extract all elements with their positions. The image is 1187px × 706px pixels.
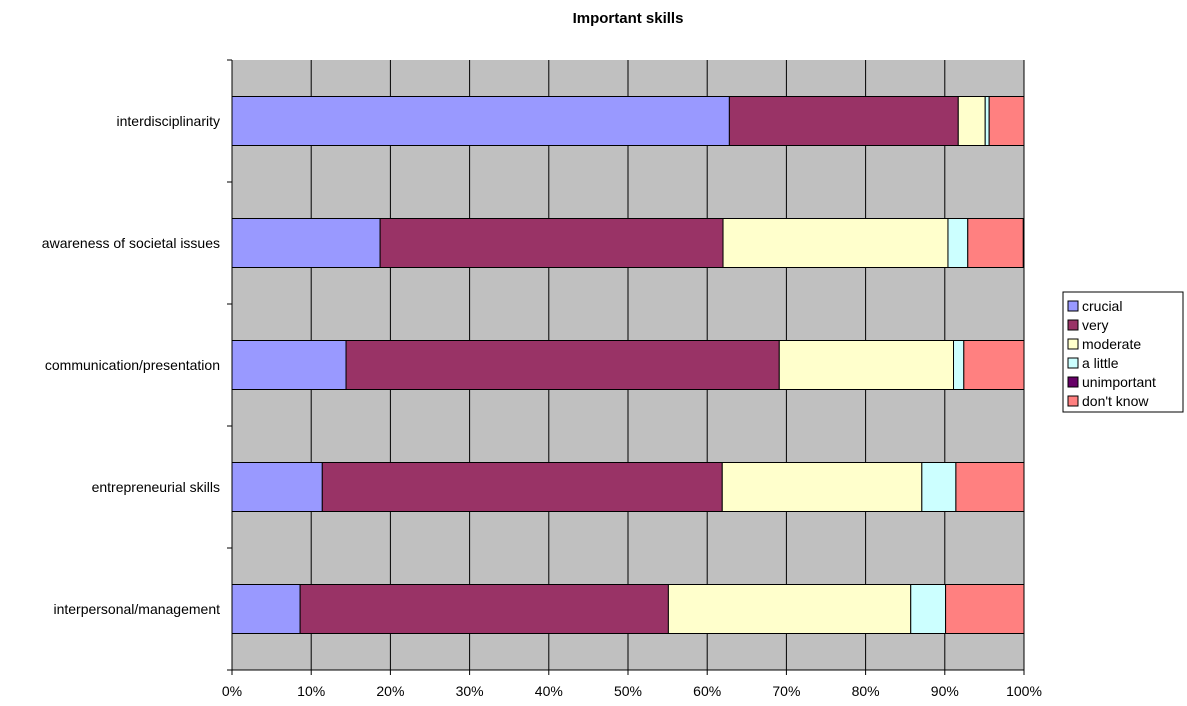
category-label: interpersonal/management xyxy=(53,601,220,617)
x-tick-label: 40% xyxy=(535,683,563,699)
x-tick-label: 70% xyxy=(772,683,800,699)
bar-segment xyxy=(231,340,347,390)
legend: crucial very moderate a little unimportant do… xyxy=(1062,291,1184,413)
category-label: interdisciplinarity xyxy=(117,113,220,129)
bar-segment xyxy=(299,584,669,634)
legend-swatch xyxy=(1067,319,1079,331)
bar-segment xyxy=(231,96,730,146)
legend-label: don't know xyxy=(1082,393,1149,409)
bar-segment xyxy=(379,218,724,268)
bar-segment xyxy=(953,340,965,390)
category-label: communication/presentation xyxy=(45,357,220,373)
legend-swatch xyxy=(1067,357,1079,369)
bar-segment xyxy=(231,218,381,268)
bar-segment xyxy=(667,584,912,634)
bar-segment xyxy=(321,462,723,512)
x-tick-label: 50% xyxy=(614,683,642,699)
legend-swatch xyxy=(1067,338,1079,350)
category-label: awareness of societal issues xyxy=(42,235,220,251)
x-tick-label: 100% xyxy=(1006,683,1042,699)
axes: 0% 10% 20% 30% 40% 50% 60% 70% 80% 90% 100% interdi… xyxy=(42,59,1042,699)
bar-segment xyxy=(231,462,323,512)
bar-segment xyxy=(231,584,301,634)
bar-segment xyxy=(778,340,955,390)
bar-segment xyxy=(967,218,1024,268)
bar-segment xyxy=(910,584,947,634)
bar-segment xyxy=(721,462,923,512)
bar-segment xyxy=(728,96,959,146)
legend-label: moderate xyxy=(1082,336,1141,352)
legend-swatch xyxy=(1067,395,1079,407)
bar-segment xyxy=(963,340,1025,390)
bar-segment xyxy=(947,218,969,268)
bars xyxy=(231,96,1025,634)
bar-segment xyxy=(984,96,990,146)
bar-segment xyxy=(945,584,1025,634)
bar-segment xyxy=(957,96,986,146)
bar-segment xyxy=(345,340,780,390)
x-tick-label: 30% xyxy=(456,683,484,699)
x-tick-label: 80% xyxy=(852,683,880,699)
legend-swatch xyxy=(1067,376,1079,388)
bar-segment xyxy=(921,462,957,512)
legend-box xyxy=(1062,291,1184,413)
legend-label: unimportant xyxy=(1082,374,1156,390)
chart-title: Important skills xyxy=(573,10,684,27)
bar-segment xyxy=(722,218,949,268)
legend-label: very xyxy=(1082,317,1108,333)
legend-label: crucial xyxy=(1082,298,1122,314)
category-label: entrepreneurial skills xyxy=(92,479,220,495)
x-tick-label: 60% xyxy=(693,683,721,699)
x-tick-label: 0% xyxy=(222,683,242,699)
legend-label: a little xyxy=(1082,355,1119,371)
bar-segment xyxy=(988,96,1025,146)
bar-segment xyxy=(955,462,1025,512)
x-tick-label: 20% xyxy=(376,683,404,699)
x-tick-label: 90% xyxy=(931,683,959,699)
x-tick-label: 10% xyxy=(297,683,325,699)
legend-swatch xyxy=(1067,300,1079,312)
